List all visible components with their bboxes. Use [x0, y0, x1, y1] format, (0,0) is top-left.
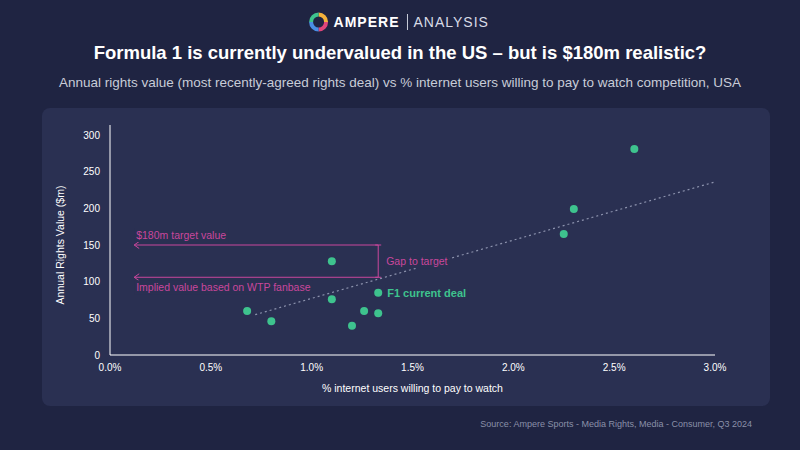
logo-icon: [319, 22, 327, 30]
x-tick-label: 1.0%: [300, 362, 323, 373]
subtitle: Annual rights value (most recently-agree…: [59, 75, 741, 90]
logo-icon: [319, 15, 327, 23]
label-patch: [385, 286, 468, 300]
annotation-line: [134, 277, 378, 278]
gap-label: Gap to target: [386, 255, 447, 267]
chart: AMPERE ANALYSIS Formula 1 is currently und…: [0, 0, 800, 450]
label-patch: [134, 280, 312, 294]
y-tick-label: 250: [83, 166, 100, 177]
logo: AMPERE ANALYSIS: [311, 14, 489, 30]
annotation-arrow: [134, 242, 139, 249]
point: [360, 307, 368, 315]
trend-line: [255, 182, 715, 315]
point: [348, 322, 356, 330]
x-tick-label: 3.0%: [704, 362, 727, 373]
label-patch: [384, 254, 449, 268]
x-tick-label: 0.5%: [199, 362, 222, 373]
panel: [42, 108, 770, 406]
title: Formula 1 is currently undervalued in th…: [94, 42, 707, 63]
x-tick-label: 0.0%: [99, 362, 122, 373]
point: [630, 145, 638, 153]
annotation-line: [134, 245, 378, 246]
point: [374, 309, 382, 317]
point: [328, 257, 336, 265]
point: [560, 230, 568, 238]
point-label: F1 current deal: [387, 287, 466, 299]
label-patch: [134, 228, 228, 242]
y-tick-label: 300: [83, 130, 100, 141]
logo-icon: [311, 15, 319, 23]
point: [243, 307, 251, 315]
logo-icon: [311, 22, 319, 30]
y-tick-label: 0: [94, 350, 100, 361]
x-axis-title: % internet users willing to pay to watch: [322, 382, 503, 394]
y-axis-title: Annual Rights Value ($m): [54, 186, 66, 305]
x-tick-label: 1.5%: [401, 362, 424, 373]
x-axis: [110, 355, 715, 356]
y-axis: [110, 125, 111, 355]
annotation-arrow: [134, 274, 139, 281]
annotation-label: Implied value based on WTP fanbase: [136, 281, 310, 293]
annotation-label: $180m target value: [136, 229, 226, 241]
x-tick-label: 2.0%: [502, 362, 525, 373]
brand-sub: ANALYSIS: [413, 14, 488, 30]
annotations: $180m target value Implied value based on…: [134, 228, 449, 294]
point: [374, 289, 382, 297]
data-layer: [243, 145, 715, 330]
point: [570, 205, 578, 213]
y-tick-label: 150: [83, 240, 100, 251]
x-tick-label: 2.5%: [603, 362, 626, 373]
point: [328, 295, 336, 303]
label-layer: F1 current deal: [385, 286, 468, 300]
source: Source: Ampere Sports - Media Rights, Me…: [480, 419, 752, 429]
brand: AMPERE: [334, 14, 400, 30]
gap-bracket: [375, 245, 381, 277]
point: [267, 317, 275, 325]
logo-separator: [407, 14, 408, 30]
y-tick-label: 100: [83, 276, 100, 287]
y-tick-label: 200: [83, 203, 100, 214]
y-tick-label: 50: [89, 313, 101, 324]
background: [0, 0, 800, 450]
